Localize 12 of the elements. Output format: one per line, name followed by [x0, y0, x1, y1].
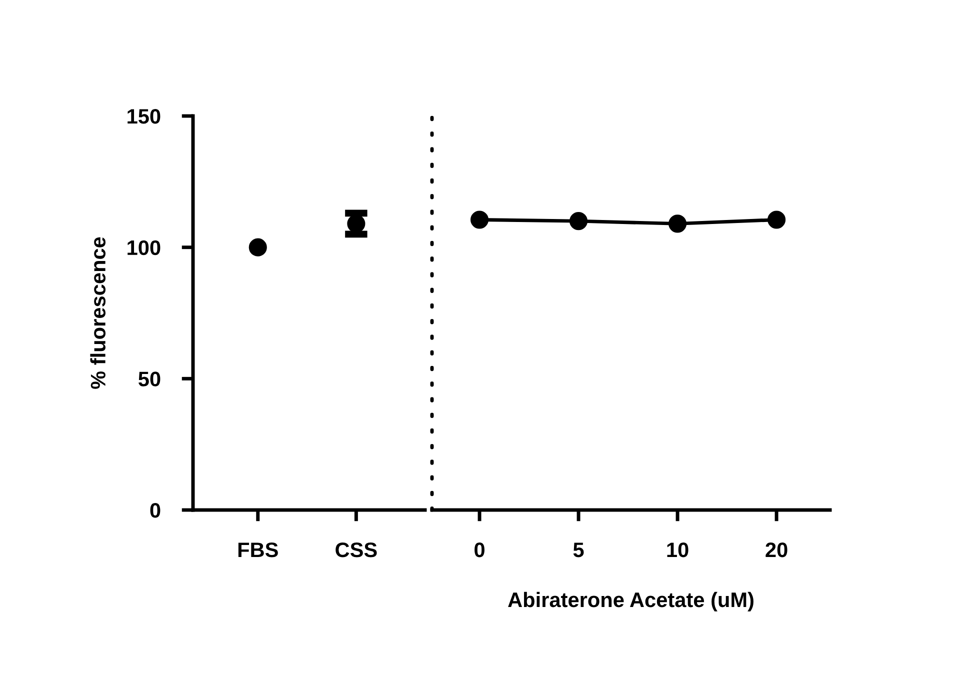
x-tick-label: FBS [238, 542, 278, 558]
x-tick-label: CSS [336, 542, 377, 558]
x-tick-label: 20 [766, 542, 788, 558]
x-tick-label: 0 [474, 542, 484, 558]
y-tick-label: 150 [128, 109, 160, 124]
y-axis-title: % fluorescence [90, 237, 106, 389]
y-tick-label: 0 [150, 503, 160, 518]
y-tick-label: 100 [128, 240, 160, 256]
x-tick-label: 10 [667, 542, 688, 558]
x-tick-label: 5 [573, 542, 584, 558]
y-tick-label: 50 [138, 372, 160, 386]
x-axis-title: Abiraterone Acetate (uM) [508, 592, 754, 612]
